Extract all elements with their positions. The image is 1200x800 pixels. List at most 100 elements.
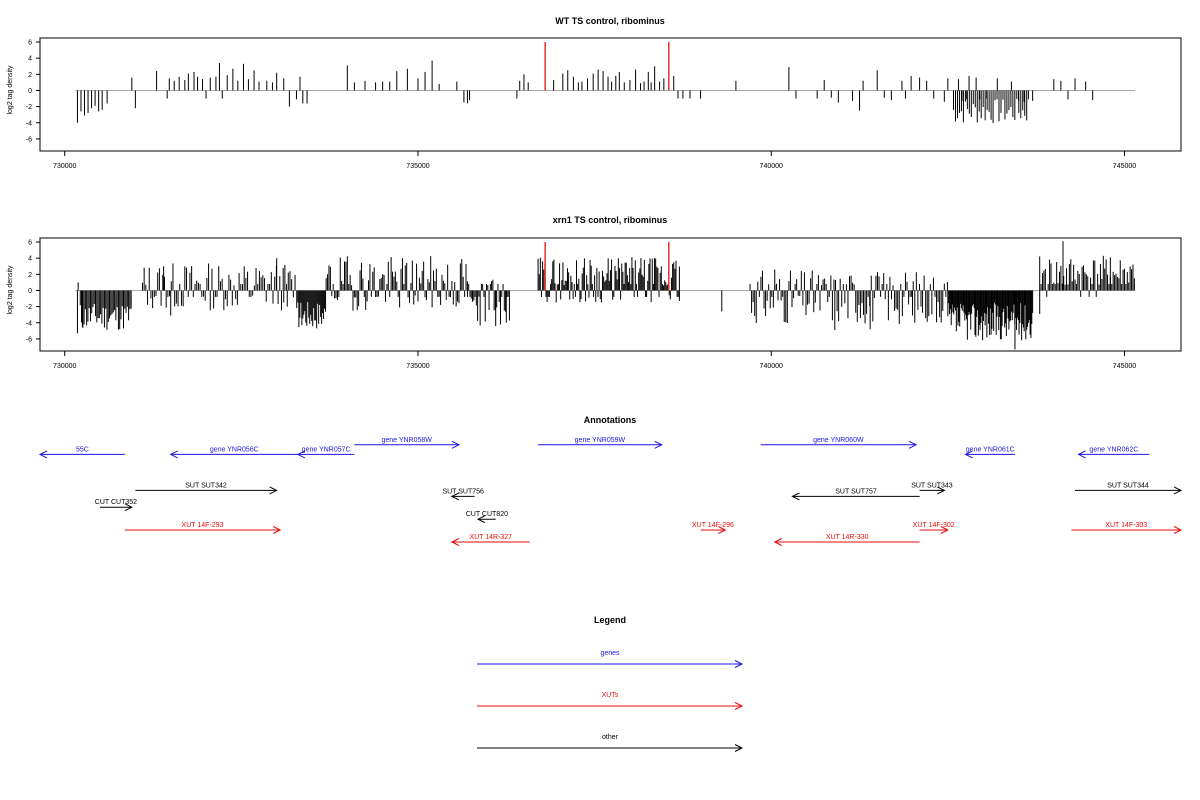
y-tick-label: 6 (28, 240, 32, 247)
feature-arrowhead (272, 526, 282, 534)
y-tick-label: 0 (28, 88, 32, 95)
xut-feature: XUT 14R-330 (773, 534, 920, 546)
gene-feature: 55C (38, 446, 125, 459)
xrn1-plot-frame (39, 237, 1182, 352)
feature-label: gene YNR060W (813, 437, 864, 444)
x-tick-label: 745000 (1113, 363, 1136, 370)
feature-label: gene YNR058W (381, 437, 432, 444)
y-tick-label: -4 (26, 120, 32, 127)
legend: Legend genes XUTs other (477, 615, 744, 752)
gene-feature: gene YNR058W (354, 437, 461, 449)
feature-label: XUT 14F-302 (913, 522, 955, 529)
legend-arrowhead (734, 660, 744, 668)
xut-feature: XUT 14F-302 (913, 522, 955, 534)
feature-label: SUT SUT344 (1107, 482, 1149, 489)
feature-arrowhead (450, 538, 460, 546)
feature-arrowhead (169, 450, 178, 459)
other-feature: SUT SUT757 (791, 488, 920, 501)
y-tick-label: 0 (28, 288, 32, 295)
feature-arrowhead (654, 440, 663, 449)
other-feature: CUT CUT820 (466, 511, 508, 524)
wt-density-bars (76, 60, 1094, 124)
feature-label: gene YNR062C (1089, 446, 1138, 453)
y-tick-label: -4 (26, 320, 32, 327)
x-tick-label: 735000 (406, 363, 429, 370)
other-feature: SUT SUT756 (442, 488, 484, 501)
feature-arrowhead (1173, 526, 1183, 534)
feature-arrowhead (718, 526, 727, 534)
feature-label: gene YNR057C (302, 446, 351, 453)
feature-arrowhead (773, 538, 782, 546)
feature-arrowhead (940, 526, 949, 534)
feature-arrowhead (269, 486, 278, 495)
xrn1-highlight-marks (544, 242, 670, 291)
y-tick-label: -6 (26, 336, 32, 343)
wt-y-ticks: -6 -4 -2 0 2 4 6 (26, 40, 40, 143)
x-tick-label: 730000 (53, 163, 76, 170)
legend-arrowhead (734, 702, 744, 710)
feature-arrowhead (1077, 450, 1086, 459)
annotation-track: Annotations 55C gene YNR056C gene YNR057C g… (38, 415, 1183, 546)
feature-label: SUT SUT342 (185, 482, 227, 489)
annotation-features: 55C gene YNR056C gene YNR057C gene YNR058W g… (38, 437, 1183, 546)
legend-entries: genes XUTs other (477, 650, 744, 752)
feature-arrowhead (296, 450, 306, 459)
gene-feature: gene YNR056C (169, 446, 298, 459)
other-feature: SUT SUT344 (1075, 482, 1183, 495)
xut-feature: XUT 14F-296 (692, 522, 734, 534)
gene-feature: gene YNR057C (296, 446, 355, 459)
gene-feature: gene YNR060W (760, 437, 918, 449)
feature-arrowhead (937, 486, 946, 495)
other-feature: SUT SUT342 (135, 482, 278, 495)
feature-label: XUT 14F-303 (1105, 522, 1147, 529)
feature-label: gene YNR061C (966, 446, 1015, 453)
feature-label: XUT 14F-296 (692, 522, 734, 529)
xrn1-panel-title: xrn1 TS control, ribominus (553, 215, 668, 225)
legend-label: other (602, 734, 619, 741)
legend-title: Legend (594, 615, 626, 625)
feature-label: 55C (76, 446, 89, 453)
feature-label: XUT 14R-330 (826, 534, 869, 541)
feature-label: gene YNR056C (210, 446, 259, 453)
x-tick-label: 740000 (760, 363, 783, 370)
x-tick-label: 745000 (1113, 163, 1136, 170)
wt-density-panel: WT TS control, ribominus log2 tag densit… (7, 16, 1182, 170)
feature-label: CUT CUT352 (95, 499, 137, 506)
other-feature: CUT CUT352 (95, 499, 137, 512)
y-tick-label: 4 (28, 56, 32, 63)
wt-y-axis-label: log2 tag density (7, 65, 14, 115)
xut-feature: XUT 14F-303 (1071, 522, 1183, 534)
feature-arrowhead (38, 450, 48, 459)
feature-arrowhead (451, 440, 461, 449)
legend-label: XUTs (602, 692, 619, 699)
wt-plot-frame (39, 37, 1182, 152)
wt-panel-title: WT TS control, ribominus (555, 16, 665, 26)
legend-entry: genes (477, 650, 744, 668)
y-tick-label: -2 (26, 304, 32, 311)
xut-feature: XUT 14R-327 (450, 534, 530, 546)
feature-arrowhead (124, 503, 133, 512)
gene-feature: gene YNR061C (964, 446, 1015, 459)
y-tick-label: -6 (26, 136, 32, 143)
legend-entry: XUTs (477, 692, 744, 710)
wt-highlight-marks (544, 42, 670, 91)
feature-arrowhead (1173, 486, 1183, 495)
annotations-title: Annotations (584, 415, 637, 425)
x-tick-label: 730000 (53, 363, 76, 370)
legend-arrowhead (734, 744, 744, 752)
feature-arrowhead (476, 515, 486, 524)
feature-label: gene YNR059W (575, 437, 626, 444)
other-feature: SUT SUT343 (911, 482, 953, 495)
y-tick-label: 4 (28, 256, 32, 263)
feature-arrowhead (450, 492, 460, 501)
x-tick-label: 740000 (760, 163, 783, 170)
feature-label: SUT SUT757 (835, 488, 877, 495)
gene-feature: gene YNR062C (1077, 446, 1150, 459)
legend-label: genes (600, 650, 620, 657)
feature-arrowhead (908, 440, 918, 449)
y-tick-label: -2 (26, 104, 32, 111)
legend-entry: other (477, 734, 744, 752)
feature-label: XUT 14F-293 (182, 522, 224, 529)
xrn1-density-bars (76, 241, 1135, 350)
